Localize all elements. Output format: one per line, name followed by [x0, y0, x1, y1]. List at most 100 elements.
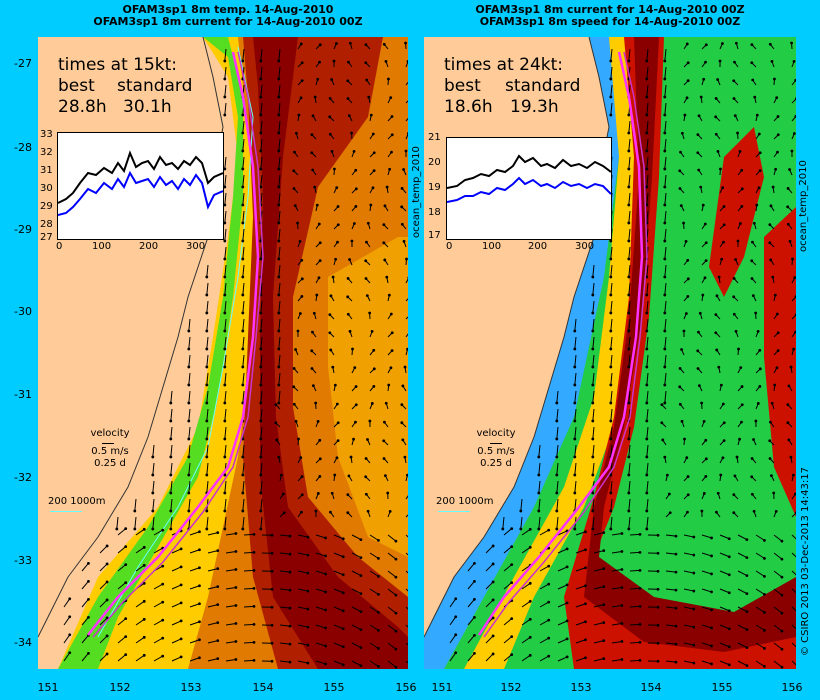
current-vector — [170, 390, 173, 403]
current-vector — [791, 642, 796, 648]
current-vector-head — [241, 257, 245, 261]
current-vector — [206, 282, 209, 295]
current-vector — [628, 516, 631, 529]
current-vector — [99, 599, 108, 608]
current-vector — [520, 516, 523, 529]
right-speed-core — [584, 37, 796, 652]
current-vector-head — [663, 401, 667, 405]
current-vector-head — [678, 367, 682, 370]
current-vector — [593, 640, 604, 644]
current-vector-head — [771, 185, 775, 189]
current-vector-head — [277, 167, 281, 171]
current-vector — [503, 564, 513, 572]
current-vector-head — [660, 421, 664, 425]
current-vector — [224, 444, 227, 457]
current-vector — [207, 622, 218, 626]
left-inset-ytick: 30 — [40, 183, 53, 194]
current-vector-head — [350, 131, 353, 135]
right-inset-xtick: 0 — [446, 241, 453, 252]
current-vector-head — [317, 222, 321, 226]
current-vector-head — [205, 455, 209, 459]
current-vector — [224, 156, 227, 169]
current-vector-head — [385, 275, 389, 279]
current-vector-head — [627, 275, 631, 279]
current-vector-head — [751, 240, 754, 244]
current-vector — [206, 390, 209, 403]
current-vector-head — [205, 419, 209, 423]
current-vector-head — [768, 457, 772, 460]
current-vector — [467, 635, 475, 644]
current-vector-head — [310, 367, 314, 370]
current-vector — [556, 426, 559, 439]
current-vector-head — [692, 553, 696, 557]
current-vector — [557, 530, 568, 536]
current-vector-head — [288, 570, 292, 574]
current-vector — [153, 655, 163, 662]
current-vector-head — [645, 437, 649, 441]
current-vector — [134, 498, 137, 511]
current-vector — [521, 654, 531, 662]
current-vector — [225, 568, 236, 572]
current-vector-head — [87, 615, 90, 619]
current-vector-head — [105, 544, 109, 548]
left-inset-ytick: 32 — [40, 147, 53, 158]
current-vector — [574, 498, 577, 511]
current-vector-head — [752, 509, 756, 513]
current-vector-head — [602, 585, 606, 588]
current-vector — [278, 336, 281, 349]
current-vector-head — [620, 550, 624, 553]
current-vector-head — [205, 329, 209, 333]
current-vector — [207, 604, 218, 608]
current-vector-head — [335, 456, 339, 460]
current-vector-head — [790, 41, 793, 45]
current-vector-head — [350, 239, 354, 243]
current-vector — [556, 444, 559, 457]
current-vector-head — [187, 365, 191, 369]
current-vector — [243, 533, 255, 536]
current-vector — [593, 532, 604, 536]
current-vector-head — [259, 473, 263, 477]
current-vector-head — [772, 491, 776, 495]
current-vector-head — [750, 475, 754, 479]
current-vector — [81, 581, 89, 590]
current-vector-head — [769, 204, 773, 208]
current-vector-head — [400, 187, 404, 190]
current-vector-head — [704, 43, 708, 47]
current-vector — [297, 642, 308, 646]
current-vector-head — [205, 275, 209, 279]
lat-tick: -33 — [14, 554, 32, 567]
current-vector — [646, 282, 649, 295]
current-vector-head — [259, 365, 263, 369]
current-vector-head — [609, 347, 613, 351]
current-vector — [557, 602, 568, 608]
current-vector — [773, 570, 783, 578]
current-vector-head — [696, 349, 700, 353]
current-vector — [574, 462, 577, 475]
current-vector-head — [294, 131, 298, 135]
current-vector — [242, 462, 245, 475]
current-vector-head — [223, 185, 227, 189]
current-vector-head — [750, 457, 754, 460]
current-vector — [575, 531, 586, 536]
current-vector-head — [277, 95, 281, 99]
current-vector-head — [310, 133, 314, 137]
current-vector-head — [151, 455, 155, 459]
current-vector-head — [710, 662, 713, 666]
current-vector — [242, 120, 245, 133]
current-vector-head — [510, 545, 514, 549]
lat-tick: -28 — [14, 141, 32, 154]
current-vector — [206, 408, 209, 421]
current-vector-head — [241, 275, 245, 279]
current-vector — [405, 660, 408, 664]
lat-tick: -31 — [14, 388, 32, 401]
current-vector — [117, 582, 127, 590]
current-vector-head — [714, 132, 718, 136]
current-vector-head — [591, 329, 595, 333]
current-vector-head — [401, 438, 405, 442]
current-vector — [206, 354, 209, 367]
current-vector-head — [388, 167, 392, 171]
current-vector-head — [692, 643, 696, 647]
current-vector-head — [403, 455, 407, 459]
current-vector-head — [719, 167, 722, 171]
current-vector — [207, 658, 218, 662]
